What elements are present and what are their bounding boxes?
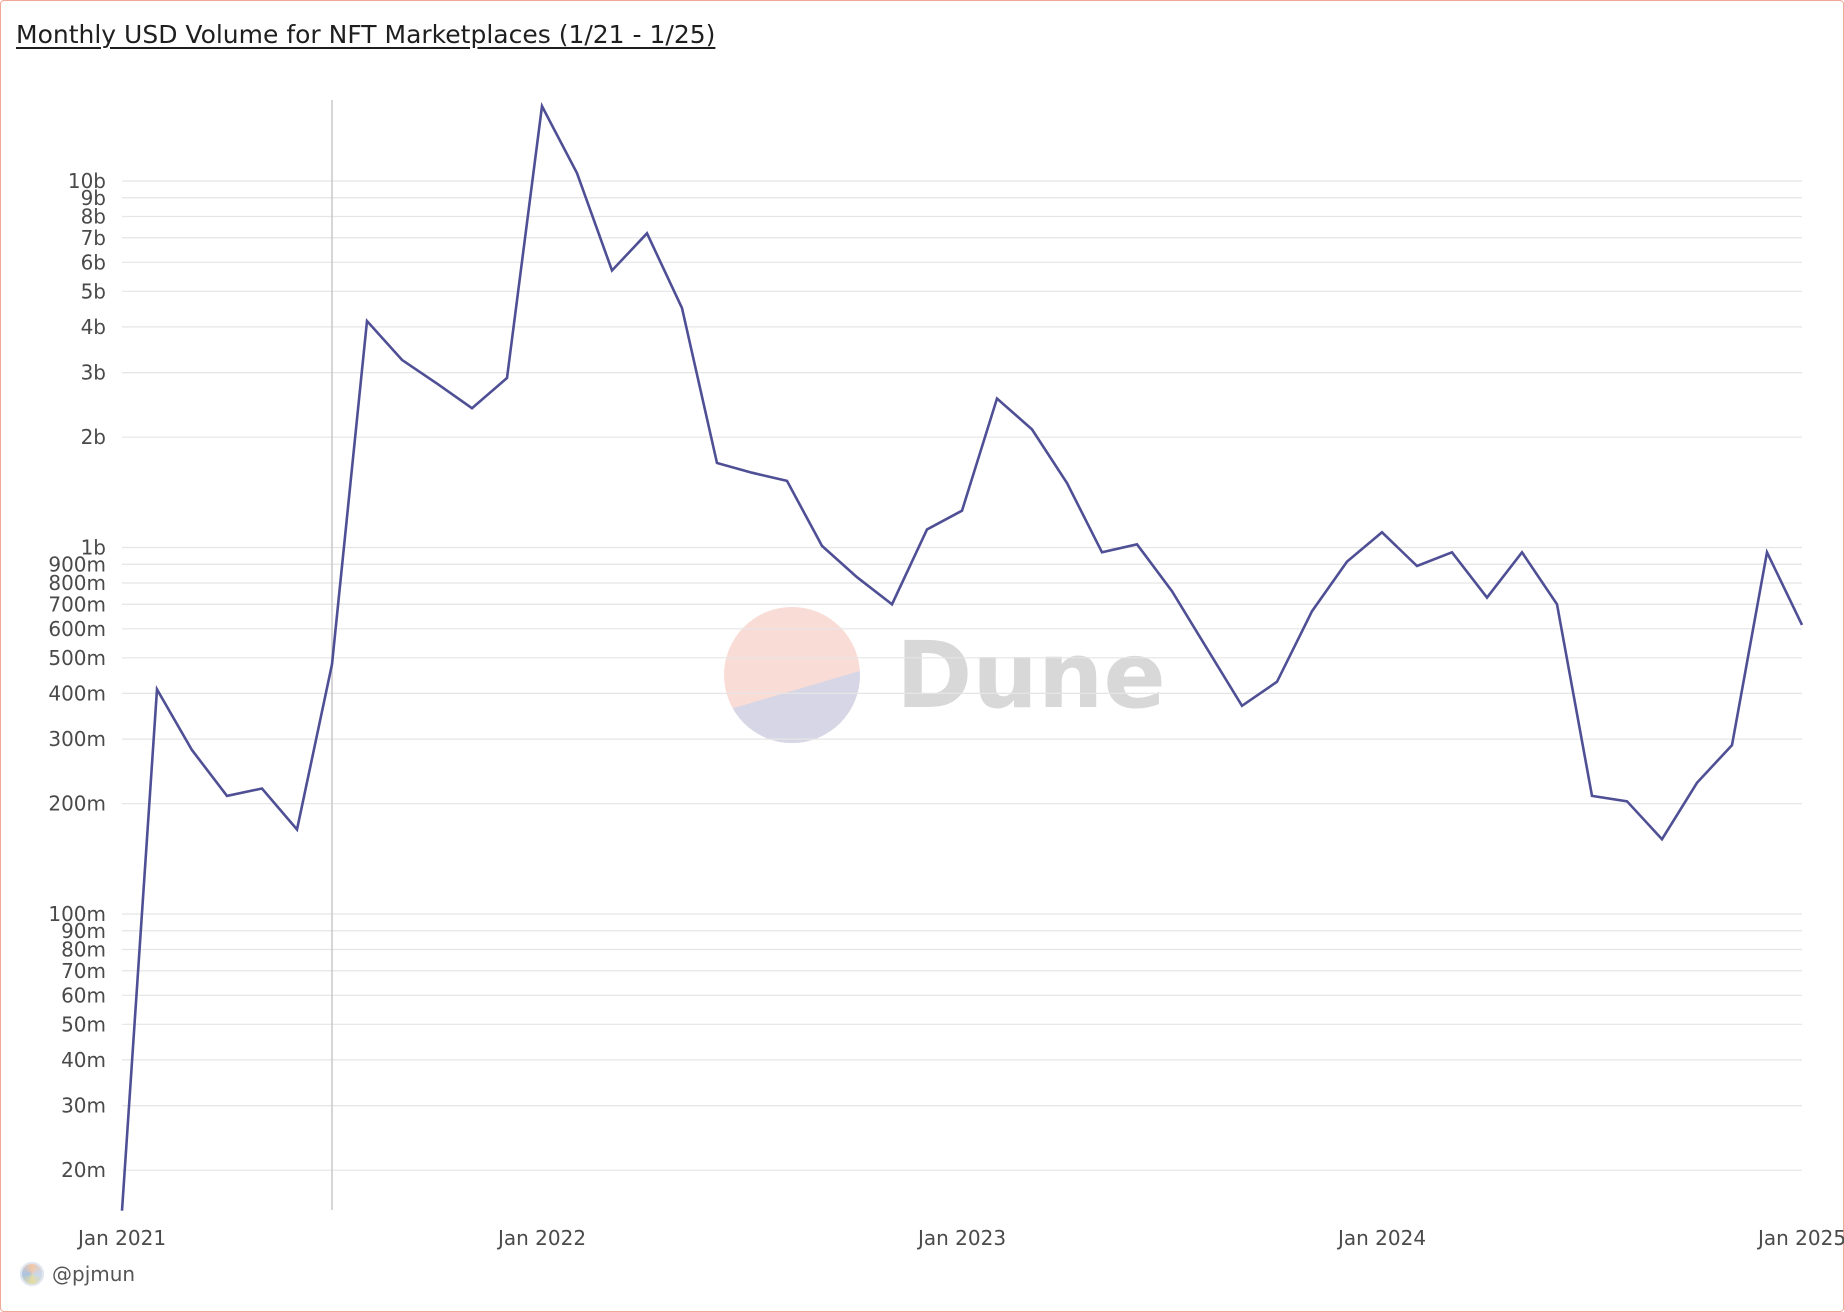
x-tick-label-2024: Jan 2024 — [1336, 1226, 1426, 1250]
y-tick-label-500m: 500m — [48, 646, 106, 670]
data-point — [889, 601, 895, 607]
data-point — [1729, 742, 1735, 748]
data-point — [679, 305, 685, 311]
data-point — [924, 526, 930, 532]
data-point — [1589, 793, 1595, 799]
y-tick-label-90m: 90m — [61, 919, 106, 943]
y-tick-label-900m: 900m — [48, 552, 106, 576]
y-tick-label-8b: 8b — [81, 205, 106, 229]
y-tick-label-60m: 60m — [61, 983, 106, 1007]
y-tick-label-4b: 4b — [81, 315, 106, 339]
data-point — [1659, 836, 1665, 842]
data-point — [1414, 563, 1420, 569]
data-point — [189, 747, 195, 753]
data-point — [119, 1208, 125, 1214]
data-point — [399, 357, 405, 363]
y-tick-label-30m: 30m — [61, 1094, 106, 1118]
data-point — [294, 827, 300, 833]
y-tick-label-100m: 100m — [48, 902, 106, 926]
data-point — [539, 103, 545, 109]
y-tick-label-50m: 50m — [61, 1012, 106, 1036]
data-point — [154, 686, 160, 692]
data-point — [469, 405, 475, 411]
data-point — [259, 786, 265, 792]
y-tick-label-70m: 70m — [61, 959, 106, 983]
gridlines — [122, 180, 1802, 1171]
data-point — [329, 661, 335, 667]
y-tick-label-400m: 400m — [48, 681, 106, 705]
data-point — [1484, 595, 1490, 601]
y-tick-label-40m: 40m — [61, 1048, 106, 1072]
chart-title[interactable]: Monthly USD Volume for NFT Marketplaces … — [16, 20, 716, 49]
avatar[interactable] — [20, 1262, 44, 1286]
data-point — [609, 267, 615, 273]
dune-watermark: Dune — [724, 607, 1166, 743]
data-point — [819, 543, 825, 549]
data-point — [714, 460, 720, 466]
y-tick-label-3b: 3b — [81, 361, 106, 385]
author-handle[interactable]: @pjmun — [52, 1262, 136, 1286]
data-point — [224, 793, 230, 799]
data-point — [1379, 529, 1385, 535]
data-point — [959, 508, 965, 514]
series-line — [120, 101, 1804, 1211]
data-point — [784, 478, 790, 484]
data-point — [1274, 679, 1280, 685]
data-point — [1134, 541, 1140, 547]
data-point — [574, 170, 580, 176]
data-point — [1764, 549, 1770, 555]
data-point — [504, 375, 510, 381]
y-tick-label-9b: 9b — [81, 186, 106, 210]
data-point — [994, 396, 1000, 402]
y-tick-label-6b: 6b — [81, 250, 106, 274]
y-tick-label-800m: 800m — [48, 571, 106, 595]
data-point — [1554, 601, 1560, 607]
data-point — [1519, 549, 1525, 555]
y-tick-label-2b: 2b — [81, 425, 106, 449]
x-axis-ticks: Jan 2021 Jan 2022 Jan 2023 Jan 2024 Jan 2025 — [76, 1226, 1844, 1250]
data-point — [644, 230, 650, 236]
y-tick-label-80m: 80m — [61, 938, 106, 962]
data-point — [1624, 798, 1630, 804]
data-point — [1204, 646, 1210, 652]
y-tick-label-20m: 20m — [61, 1158, 106, 1182]
data-point — [749, 470, 755, 476]
x-tick-label-2025: Jan 2025 — [1756, 1226, 1844, 1250]
data-point — [1694, 780, 1700, 786]
data-point — [1029, 426, 1035, 432]
data-point — [1309, 608, 1315, 614]
watermark-text: Dune — [896, 622, 1166, 729]
x-tick-label-2021: Jan 2021 — [76, 1226, 166, 1250]
y-tick-label-7b: 7b — [81, 226, 106, 250]
y-tick-label-300m: 300m — [48, 727, 106, 751]
y-tick-label-200m: 200m — [48, 792, 106, 816]
footer: @pjmun — [20, 1262, 135, 1286]
data-point — [1169, 588, 1175, 594]
series-line-group — [119, 101, 1805, 1214]
data-point — [364, 318, 370, 324]
data-point — [434, 381, 440, 387]
data-point — [854, 574, 860, 580]
x-tick-label-2022: Jan 2022 — [496, 1226, 586, 1250]
y-tick-label-700m: 700m — [48, 592, 106, 616]
data-point — [1239, 703, 1245, 709]
y-tick-label-1b: 1b — [81, 536, 106, 560]
x-tick-label-2023: Jan 2023 — [916, 1226, 1006, 1250]
y-tick-label-600m: 600m — [48, 617, 106, 641]
y-tick-label-5b: 5b — [81, 279, 106, 303]
data-point — [1099, 549, 1105, 555]
data-point — [1064, 480, 1070, 486]
y-tick-label-10b: 10b — [68, 169, 106, 193]
data-point — [1799, 622, 1805, 628]
data-point — [1449, 549, 1455, 555]
data-point — [1344, 559, 1350, 565]
